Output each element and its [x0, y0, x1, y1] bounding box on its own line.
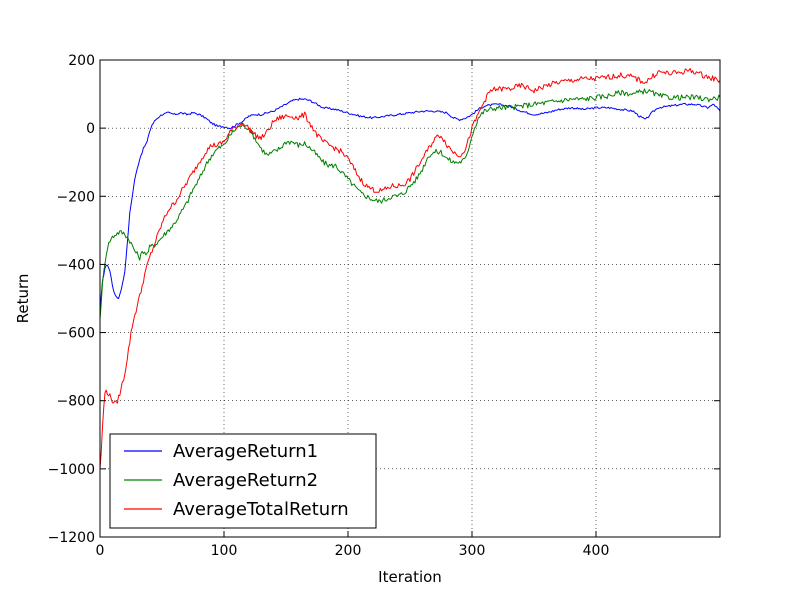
- legend-box: [109, 433, 377, 529]
- x-tick-label: 400: [583, 543, 610, 559]
- legend-label: AverageReturn1: [173, 441, 318, 462]
- legend-label: AverageTotalReturn: [173, 499, 349, 520]
- y-tick-label: −800: [57, 394, 95, 410]
- axis-ticks: 0 100 200 300 400 −1200 −1000 −800 −600 −400 −200 0…: [48, 53, 720, 559]
- y-tick-label: −400: [57, 257, 95, 273]
- x-tick-label: 300: [459, 543, 486, 559]
- y-tick-label: −1200: [48, 530, 95, 546]
- x-tick-label: 0: [96, 543, 105, 559]
- x-tick-label: 200: [335, 543, 362, 559]
- y-tick-label: −600: [57, 326, 95, 342]
- series-lines: [99, 67, 721, 469]
- y-axis-label: Return: [14, 274, 32, 324]
- y-tick-label: 200: [68, 53, 95, 69]
- x-axis-label: Iteration: [378, 568, 442, 586]
- series-line-averagereturn1: [99, 97, 721, 313]
- series-line-averagereturn2: [99, 88, 721, 319]
- x-tick-label: 100: [211, 543, 238, 559]
- y-tick-label: −200: [57, 189, 95, 205]
- y-tick-label: −1000: [48, 462, 95, 478]
- grid: [100, 60, 720, 537]
- legend-label: AverageReturn2: [173, 470, 318, 491]
- legend: AverageReturn1 AverageReturn2 AverageTotal…: [109, 433, 377, 529]
- plot-frame: [99, 59, 721, 538]
- series-line-averagetotalreturn: [99, 67, 721, 469]
- y-tick-label: 0: [86, 121, 95, 137]
